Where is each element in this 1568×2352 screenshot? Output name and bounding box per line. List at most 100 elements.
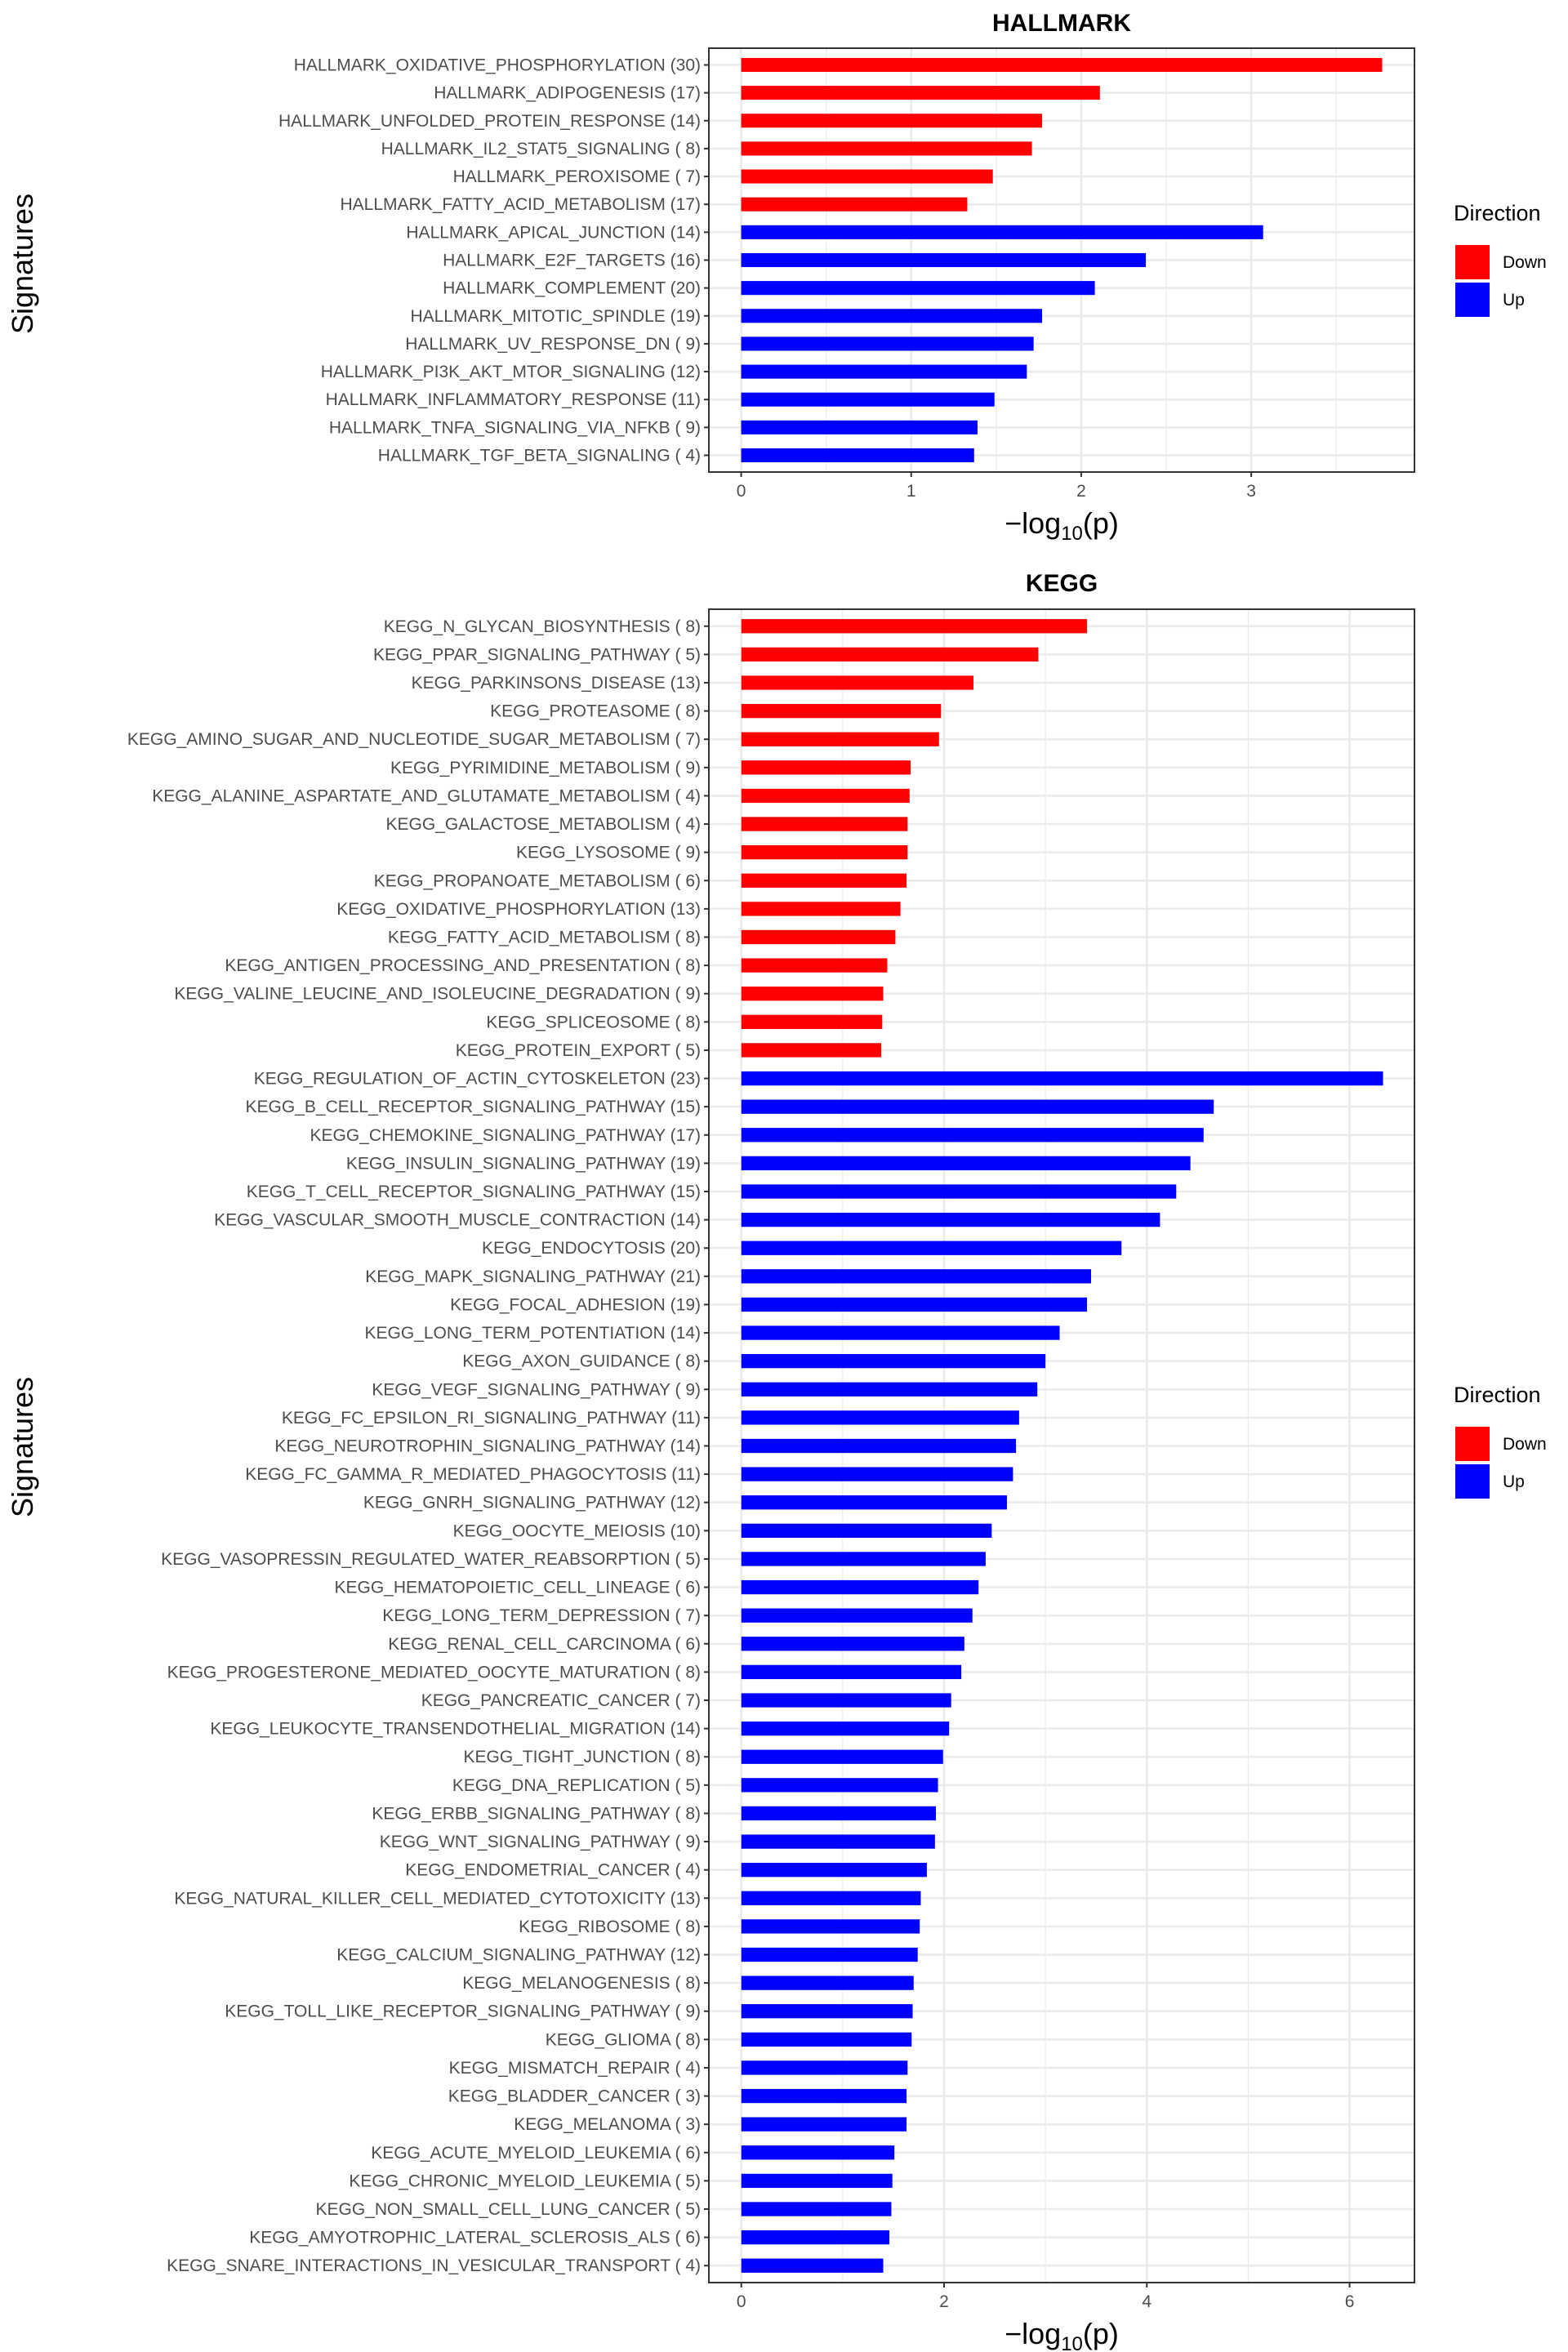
kegg-category-label: KEGG_REGULATION_OF_ACTIN_CYTOSKELETON (2…	[254, 1070, 701, 1089]
hallmark-category-label: HALLMARK_UV_RESPONSE_DN ( 9)	[405, 335, 701, 354]
hallmark-bar	[741, 197, 968, 212]
hallmark-category-label: HALLMARK_IL2_STAT5_SIGNALING ( 8)	[381, 140, 701, 158]
kegg-category-label: KEGG_PYRIMIDINE_METABOLISM ( 9)	[390, 759, 701, 777]
kegg-xtick-label: 0	[737, 2292, 746, 2311]
hallmark-category-label: HALLMARK_PEROXISOME ( 7)	[453, 167, 701, 186]
kegg-bar	[741, 1354, 1046, 1369]
kegg-bar	[741, 1184, 1177, 1199]
kegg-category-label: KEGG_NON_SMALL_CELL_LUNG_CANCER ( 5)	[316, 2200, 702, 2219]
kegg-bar	[741, 1523, 992, 1538]
kegg-category-label: KEGG_ERBB_SIGNALING_PATHWAY ( 8)	[372, 1804, 701, 1823]
kegg-bar	[741, 2088, 907, 2104]
kegg-bar	[741, 1778, 938, 1793]
kegg-bar	[741, 732, 939, 746]
kegg-legend-key-down	[1455, 1427, 1490, 1461]
kegg-bar	[741, 760, 911, 775]
kegg-bar	[741, 1579, 979, 1595]
kegg-category-label: KEGG_ENDOMETRIAL_CANCER ( 4)	[405, 1861, 701, 1880]
kegg-bar	[741, 1382, 1038, 1396]
hallmark-xtick-label: 1	[906, 482, 916, 501]
hallmark-category-label: HALLMARK_TGF_BETA_SIGNALING ( 4)	[378, 447, 701, 466]
kegg-bar	[741, 1297, 1088, 1312]
hallmark-legend-key-up	[1455, 283, 1490, 317]
kegg-category-label: KEGG_N_GLYCAN_BIOSYNTHESIS ( 8)	[384, 617, 701, 636]
kegg-category-label: KEGG_CHEMOKINE_SIGNALING_PATHWAY (17)	[310, 1126, 701, 1145]
hallmark-xtick-label: 0	[737, 482, 746, 501]
kegg-category-label: KEGG_LONG_TERM_DEPRESSION ( 7)	[382, 1606, 701, 1625]
hallmark-xtick-label: 3	[1246, 482, 1256, 501]
kegg-bar	[741, 958, 888, 973]
kegg-bar	[741, 1947, 918, 1962]
kegg-category-label: KEGG_RIBOSOME ( 8)	[519, 1918, 701, 1936]
kegg-bar	[741, 675, 973, 690]
kegg-category-label: KEGG_GALACTOSE_METABOLISM ( 4)	[386, 815, 702, 834]
hallmark-bar	[741, 420, 978, 434]
kegg-bar	[741, 2258, 884, 2273]
kegg-category-label: KEGG_LEUKOCYTE_TRANSENDOTHELIAL_MIGRATIO…	[210, 1720, 701, 1739]
kegg-xtick-label: 6	[1345, 2292, 1355, 2311]
kegg-bar	[741, 1749, 943, 1764]
kegg-category-label: KEGG_AMINO_SUGAR_AND_NUCLEOTIDE_SUGAR_ME…	[127, 730, 701, 749]
kegg-category-label: KEGG_SPLICEOSOME ( 8)	[486, 1013, 701, 1031]
kegg-bar	[741, 1325, 1060, 1340]
hallmark-category-label: HALLMARK_UNFOLDED_PROTEIN_RESPONSE (14)	[278, 112, 701, 131]
kegg-category-label: KEGG_PROTEIN_EXPORT ( 5)	[456, 1041, 701, 1060]
kegg-category-label: KEGG_VALINE_LEUCINE_AND_ISOLEUCINE_DEGRA…	[174, 985, 701, 1004]
kegg-category-label: KEGG_PPAR_SIGNALING_PATHWAY ( 5)	[373, 645, 701, 664]
hallmark-category-label: HALLMARK_MITOTIC_SPINDLE (19)	[410, 307, 701, 326]
kegg-bar	[741, 647, 1039, 662]
kegg-bar	[741, 1552, 986, 1566]
kegg-category-label: KEGG_MISMATCH_REPAIR ( 4)	[449, 2059, 701, 2078]
hallmark-category-label: HALLMARK_PI3K_AKT_MTOR_SIGNALING (12)	[321, 363, 701, 381]
kegg-category-label: KEGG_CALCIUM_SIGNALING_PATHWAY (12)	[336, 1946, 701, 1965]
kegg-category-label: KEGG_NATURAL_KILLER_CELL_MEDIATED_CYTOTO…	[174, 1889, 701, 1908]
kegg-bar	[741, 1410, 1019, 1425]
kegg-category-label: KEGG_T_CELL_RECEPTOR_SIGNALING_PATHWAY (…	[247, 1183, 701, 1201]
kegg-category-label: KEGG_WNT_SIGNALING_PATHWAY ( 9)	[380, 1833, 701, 1851]
hallmark-bar	[741, 169, 993, 184]
kegg-bar	[741, 1919, 920, 1934]
kegg-category-label: KEGG_PROPANOATE_METABOLISM ( 6)	[374, 871, 701, 890]
kegg-bar	[741, 1891, 921, 1905]
kegg-category-label: KEGG_PROTEASOME ( 8)	[490, 702, 701, 721]
kegg-bar	[741, 1071, 1383, 1086]
kegg-category-label: KEGG_VASCULAR_SMOOTH_MUSCLE_CONTRACTION …	[214, 1211, 701, 1230]
hallmark-legend-label-down: Down	[1503, 253, 1547, 272]
hallmark-bar	[741, 336, 1034, 351]
kegg-category-label: KEGG_BLADDER_CANCER ( 3)	[448, 2087, 701, 2106]
hallmark-y-axis-title: Signatures	[6, 194, 39, 334]
kegg-bar	[741, 2004, 913, 2019]
kegg-legend-title: Direction	[1454, 1383, 1541, 1407]
kegg-category-label: KEGG_ANTIGEN_PROCESSING_AND_PRESENTATION…	[225, 956, 701, 975]
kegg-chart-title: KEGG	[1026, 570, 1098, 597]
hallmark-bar	[741, 309, 1043, 323]
hallmark-bar	[741, 281, 1095, 296]
kegg-category-label: KEGG_OOCYTE_MEIOSIS (10)	[453, 1521, 701, 1540]
hallmark-category-label: HALLMARK_OXIDATIVE_PHOSPHORYLATION (30)	[294, 56, 701, 74]
hallmark-legend-key-down	[1455, 245, 1490, 279]
kegg-category-label: KEGG_OXIDATIVE_PHOSPHORYLATION (13)	[336, 900, 701, 919]
hallmark-bar	[741, 392, 995, 407]
kegg-bar	[741, 873, 907, 888]
kegg-bar	[741, 1495, 1007, 1510]
kegg-bar	[741, 1241, 1122, 1255]
kegg-legend-label-up: Up	[1503, 1472, 1525, 1491]
kegg-bar	[741, 2032, 912, 2047]
kegg-bar	[741, 987, 884, 1001]
kegg-bar	[741, 1863, 927, 1878]
kegg-bar	[741, 817, 908, 831]
kegg-legend-key-up	[1455, 1464, 1490, 1499]
kegg-bar	[741, 1014, 883, 1029]
kegg-bar	[741, 788, 910, 804]
kegg-category-label: KEGG_INSULIN_SIGNALING_PATHWAY (19)	[346, 1154, 701, 1173]
kegg-category-label: KEGG_ENDOCYTOSIS (20)	[482, 1239, 701, 1258]
kegg-bar	[741, 2173, 893, 2189]
hallmark-bar	[741, 448, 974, 463]
kegg-category-label: KEGG_FC_EPSILON_RI_SIGNALING_PATHWAY (11…	[282, 1409, 701, 1428]
kegg-bar	[741, 845, 908, 860]
kegg-category-label: KEGG_PANCREATIC_CANCER ( 7)	[421, 1691, 701, 1710]
kegg-category-label: KEGG_PARKINSONS_DISEASE (13)	[412, 674, 701, 693]
kegg-category-label: KEGG_VEGF_SIGNALING_PATHWAY ( 9)	[372, 1380, 701, 1399]
hallmark-bar	[741, 141, 1032, 156]
